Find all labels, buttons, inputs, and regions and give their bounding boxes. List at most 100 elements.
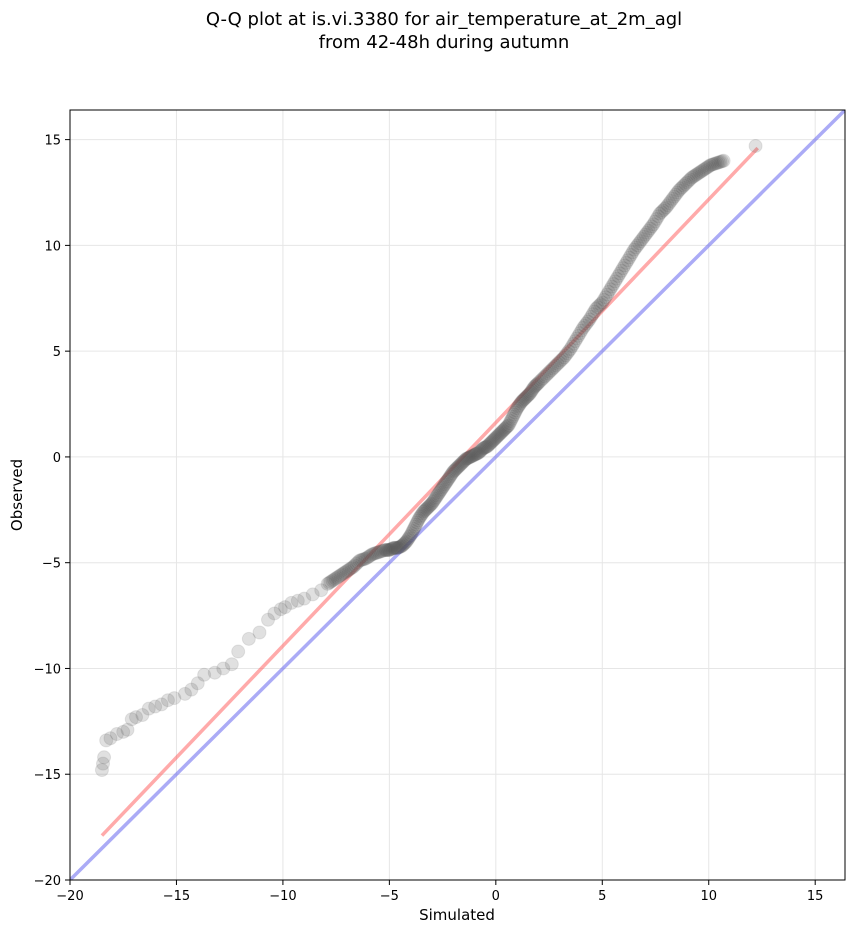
quantile-point (436, 479, 451, 494)
quantile-point (439, 474, 454, 489)
quantile-point (496, 423, 511, 438)
quantile-point (184, 682, 199, 697)
quantile-point (390, 540, 405, 555)
quantile-point (566, 336, 581, 351)
quantile-point (424, 496, 439, 511)
quantile-point (643, 221, 658, 236)
quantile-point (419, 501, 434, 516)
quantile-point (713, 154, 728, 169)
quantile-point (569, 331, 584, 346)
x-tick-label: 0 (492, 889, 500, 904)
quantile-point (711, 155, 726, 170)
quantile-point (487, 431, 502, 446)
quantile-point (663, 193, 678, 208)
quantile-point (374, 544, 389, 559)
quantile-point (564, 339, 579, 354)
quantile-point (362, 549, 377, 564)
quantile-point (437, 477, 452, 492)
quantile-point (676, 178, 691, 193)
y-axis-ticks: −20 −15 −10 −5 0 5 10 15 (34, 134, 70, 889)
quantile-point (534, 372, 549, 387)
quantile-point (632, 236, 647, 251)
quantile-point (625, 245, 640, 260)
quantile-point (305, 587, 320, 602)
quantile-point (489, 429, 504, 444)
quantile-point (400, 532, 415, 547)
quantile-point (681, 173, 696, 188)
quantile-point (438, 475, 453, 490)
quantile-point (403, 528, 418, 543)
quantile-point (633, 234, 648, 249)
quantile-point (366, 546, 381, 561)
quantile-point (654, 205, 669, 220)
quantile-point (451, 459, 466, 474)
quantile-point (695, 163, 710, 178)
quantile-point (344, 560, 359, 575)
quantile-point (474, 442, 489, 457)
quantile-point (593, 297, 608, 312)
quantile-point (662, 196, 677, 211)
y-tick-label: 0 (53, 451, 61, 466)
quantile-point (500, 419, 515, 434)
quantile-point (416, 504, 431, 519)
quantile-point (432, 485, 447, 500)
quantile-point (494, 425, 509, 440)
quantile-point (120, 722, 135, 737)
quantile-point (635, 232, 650, 247)
quantile-point (507, 405, 522, 420)
quantile-point (457, 453, 472, 468)
identity-line (70, 110, 845, 880)
identity-line-group (70, 110, 845, 880)
quantile-point (360, 550, 375, 565)
quantile-point (510, 401, 525, 416)
quantile-point (518, 390, 533, 405)
quantile-point (331, 569, 346, 584)
quantile-point (388, 540, 403, 555)
plot-frame (69, 109, 846, 881)
quantile-point (433, 483, 448, 498)
quantile-point (710, 155, 725, 170)
quantile-point (459, 452, 474, 467)
quantile-point (497, 422, 512, 437)
quantile-point (638, 227, 653, 242)
quantile-point (616, 261, 631, 276)
quantile-point (460, 451, 475, 466)
quantile-point (561, 344, 576, 359)
quantile-point (398, 535, 413, 550)
quantile-point (537, 369, 552, 384)
quantile-point (167, 691, 182, 706)
x-tick-label: 15 (807, 889, 824, 904)
quantile-point (513, 396, 528, 411)
quantile-point (322, 575, 337, 590)
quantile-point (588, 301, 603, 316)
quantile-point (673, 181, 688, 196)
quantile-point (290, 593, 305, 608)
quantile-point (600, 287, 615, 302)
quantile-point (495, 424, 510, 439)
quantile-point (679, 175, 694, 190)
quantile-point (465, 448, 480, 463)
quantile-point (700, 160, 715, 175)
quantile-point (576, 320, 591, 335)
quantile-point (649, 211, 664, 226)
quantile-point (393, 539, 408, 554)
quantile-point (644, 219, 659, 234)
quantile-point (542, 364, 557, 379)
quantile-point (99, 733, 114, 748)
quantile-point (334, 567, 349, 582)
quantile-point (440, 472, 455, 487)
quantile-point (415, 506, 430, 521)
fit-line (100, 146, 759, 837)
quantile-point (675, 180, 690, 195)
quantile-point (454, 456, 469, 471)
quantile-point (684, 170, 699, 185)
quantile-point (665, 191, 680, 206)
quantile-point (555, 352, 570, 367)
quantile-point (314, 583, 329, 598)
quantile-point (523, 384, 538, 399)
quantile-point (396, 537, 411, 552)
quantile-point (530, 376, 545, 391)
quantile-point (689, 167, 704, 182)
quantile-point (473, 443, 488, 458)
y-tick-label: 15 (44, 134, 61, 149)
